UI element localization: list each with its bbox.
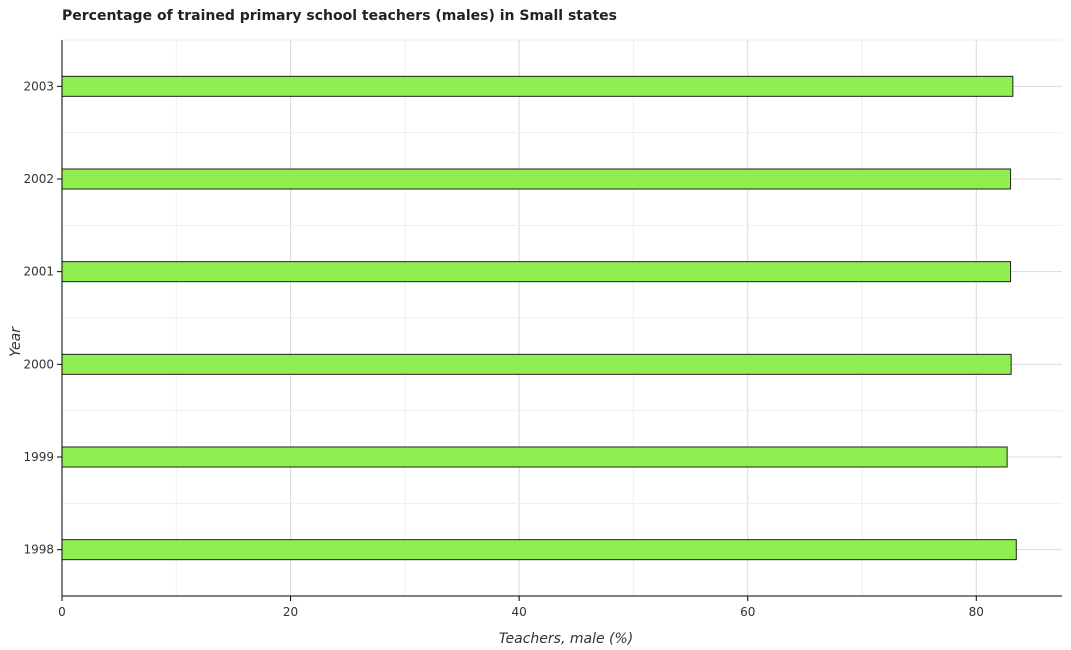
bar-1999 xyxy=(61,446,1008,468)
bar-2003 xyxy=(61,75,1014,97)
y-tick-label: 1999 xyxy=(23,450,54,464)
axes: 0 20 40 60 80 1998 1999 2000 2001 2002 2003 xyxy=(23,40,1062,619)
chart-title: Percentage of trained primary school tea… xyxy=(62,8,617,24)
bar-2000 xyxy=(61,353,1012,375)
grid-lines xyxy=(61,39,1062,597)
bar-1998 xyxy=(61,539,1017,561)
x-tick-label: 80 xyxy=(969,605,984,619)
bar-2002 xyxy=(61,168,1012,190)
y-tick-label: 2001 xyxy=(23,265,54,279)
y-tick-label: 2000 xyxy=(23,357,54,371)
x-tick-label: 60 xyxy=(740,605,755,619)
x-tick-label: 40 xyxy=(512,605,527,619)
x-tick-label: 20 xyxy=(283,605,298,619)
bar-2001 xyxy=(61,261,1012,283)
y-axis-label: Year xyxy=(8,326,24,357)
y-tick-label: 2002 xyxy=(23,172,54,186)
x-axis-label: Teachers, male (%) xyxy=(499,631,634,647)
y-tick-label: 1998 xyxy=(23,543,54,557)
bars xyxy=(61,75,1017,561)
y-tick-label: 2003 xyxy=(23,79,54,93)
x-tick-label: 0 xyxy=(58,605,66,619)
